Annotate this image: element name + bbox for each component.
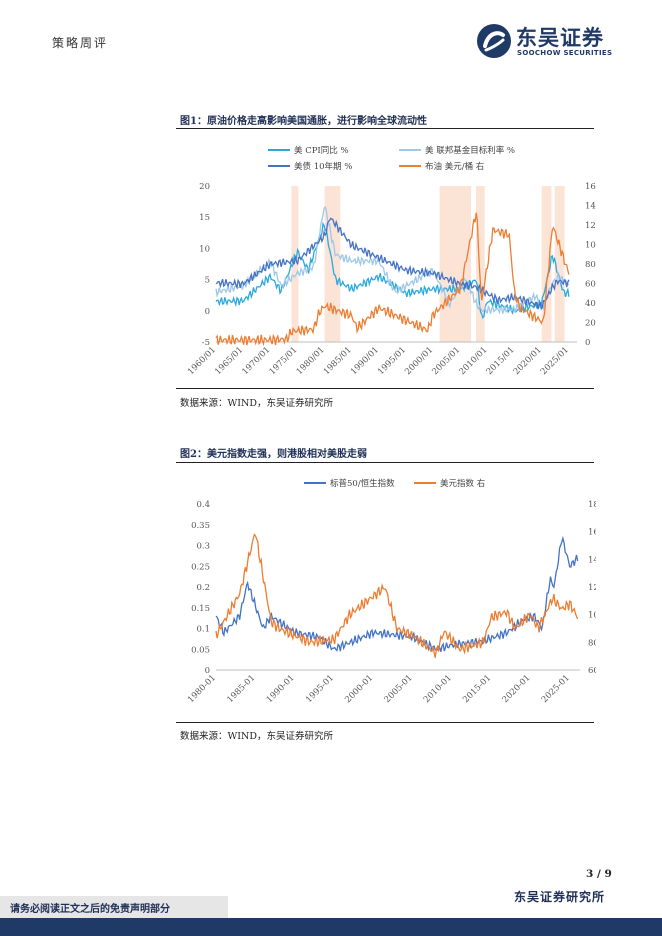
legend-label-0: 美 CPI同比 % xyxy=(294,145,349,156)
x-tick-5: 1985/01 xyxy=(322,345,354,377)
recession-band-2 xyxy=(439,186,472,342)
series-line-2 xyxy=(215,217,570,311)
logo-mark-icon xyxy=(477,24,511,58)
x-tick-8: 2020-01 xyxy=(501,673,533,705)
y-right-tick-6: 180 xyxy=(588,500,596,510)
y-left-tick-2: 0.1 xyxy=(196,625,210,635)
disclaimer-banner: 请务必阅读正文之后的免责声明部分 xyxy=(0,896,228,918)
x-tick-5: 2005-01 xyxy=(383,673,415,705)
series-line-0 xyxy=(215,221,570,319)
recession-band-3 xyxy=(476,186,485,342)
y-right-tick-4: 140 xyxy=(588,555,596,565)
figure1-top-rule xyxy=(176,128,594,129)
chart1-oil-inflation: -5051015200204060801001201401601960/0119… xyxy=(186,145,596,377)
x-tick-0: 1980-01 xyxy=(186,673,218,705)
figure2-source: 数据来源：WIND，东吴证券研究所 xyxy=(180,731,333,742)
legend-label-1: 美 联邦基金目标利率 % xyxy=(425,145,515,156)
brand-logo: 东吴证券 SOOCHOW SECURITIES xyxy=(476,22,616,60)
series-line-1 xyxy=(215,533,579,658)
y-left-tick-8: 0.4 xyxy=(196,500,210,510)
y-left-tick-5: 20 xyxy=(199,182,210,192)
figure1-bottom-rule xyxy=(176,388,594,389)
y-right-tick-7: 140 xyxy=(585,202,596,212)
series-line-0 xyxy=(215,535,579,652)
legend-label-1: 美元指数 右 xyxy=(440,478,485,489)
x-tick-4: 1980/01 xyxy=(295,345,327,377)
x-tick-7: 2015-01 xyxy=(461,673,493,705)
x-tick-10: 2010/01 xyxy=(458,345,490,377)
page-number: 3 / 9 xyxy=(586,868,612,880)
x-tick-8: 2000/01 xyxy=(403,345,435,377)
footer-bar xyxy=(0,918,662,936)
y-left-tick-0: -5 xyxy=(202,338,210,348)
y-left-tick-7: 0.35 xyxy=(191,521,210,531)
series-line-3 xyxy=(215,212,570,347)
x-tick-13: 2025/01 xyxy=(539,345,571,377)
figure1-title: 图1：原油价格走高影响美国通胀，进行影响全球流动性 xyxy=(180,116,427,127)
recession-band-0 xyxy=(291,186,299,342)
figure1-source: 数据来源：WIND，东吴证券研究所 xyxy=(180,398,333,409)
y-right-tick-2: 100 xyxy=(588,611,596,621)
x-tick-1: 1985-01 xyxy=(225,673,257,705)
x-tick-3: 1995-01 xyxy=(304,673,336,705)
recession-band-5 xyxy=(554,186,565,342)
y-right-tick-3: 60 xyxy=(585,280,596,290)
x-tick-2: 1970/01 xyxy=(240,345,272,377)
y-right-tick-8: 160 xyxy=(585,182,596,192)
figure2-bottom-rule xyxy=(176,722,594,723)
y-left-tick-1: 0 xyxy=(205,307,210,317)
y-right-tick-5: 160 xyxy=(588,528,596,538)
y-right-tick-3: 120 xyxy=(588,583,596,593)
recession-band-4 xyxy=(541,186,552,342)
y-right-tick-2: 40 xyxy=(585,299,596,309)
x-tick-3: 1975/01 xyxy=(268,345,300,377)
y-left-tick-3: 10 xyxy=(199,244,210,254)
y-left-tick-2: 5 xyxy=(205,276,210,286)
y-left-tick-6: 0.3 xyxy=(196,542,210,552)
y-right-tick-1: 20 xyxy=(585,319,596,329)
y-right-tick-6: 120 xyxy=(585,221,596,231)
figure2-title: 图2：美元指数走强，则港股相对美股走弱 xyxy=(180,449,367,460)
y-left-tick-1: 0.05 xyxy=(191,645,210,655)
x-tick-1: 1965/01 xyxy=(213,345,245,377)
chart2-dollar-hk-us: 0 0.05 0.1 0.15 0.2 0.25 0.3 0.35 0.4 60 80 100 120 1… xyxy=(186,478,596,705)
logo-english-name: SOOCHOW SECURITIES xyxy=(517,49,613,57)
x-tick-12: 2020/01 xyxy=(512,345,544,377)
report-section-label: 策略周评 xyxy=(52,36,109,50)
y-left-tick-3: 0.15 xyxy=(191,604,210,614)
x-tick-6: 1990/01 xyxy=(349,345,381,377)
y-right-tick-0: 0 xyxy=(585,338,590,348)
x-tick-11: 2015/01 xyxy=(485,345,517,377)
y-left-tick-0: 0 xyxy=(205,666,210,676)
x-tick-7: 1995/01 xyxy=(376,345,408,377)
legend-label-2: 美债 10年期 % xyxy=(294,161,352,172)
y-left-tick-5: 0.25 xyxy=(191,562,210,572)
y-left-tick-4: 15 xyxy=(199,213,210,223)
legend-label-3: 布油 美元/桶 右 xyxy=(425,161,484,172)
y-right-tick-0: 60 xyxy=(588,666,596,676)
x-tick-6: 2010-01 xyxy=(422,673,454,705)
y-right-tick-5: 100 xyxy=(585,241,596,251)
logo-chinese-name: 东吴证券 xyxy=(516,26,604,50)
y-left-tick-4: 0.2 xyxy=(196,583,210,593)
y-right-tick-4: 80 xyxy=(585,260,596,270)
figure2-top-rule xyxy=(176,462,594,463)
series-line-1 xyxy=(215,205,570,315)
x-tick-2: 1990-01 xyxy=(265,673,297,705)
legend-label-0: 标普50/恒生指数 xyxy=(330,478,395,489)
footer-organization: 东吴证券研究所 xyxy=(514,890,606,904)
disclaimer-text: 请务必阅读正文之后的免责声明部分 xyxy=(10,904,170,915)
x-tick-0: 1960/01 xyxy=(186,345,218,377)
x-tick-9: 2005/01 xyxy=(430,345,462,377)
x-tick-9: 2025-01 xyxy=(540,673,572,705)
x-tick-4: 2000-01 xyxy=(343,673,375,705)
y-right-tick-1: 80 xyxy=(588,638,596,648)
